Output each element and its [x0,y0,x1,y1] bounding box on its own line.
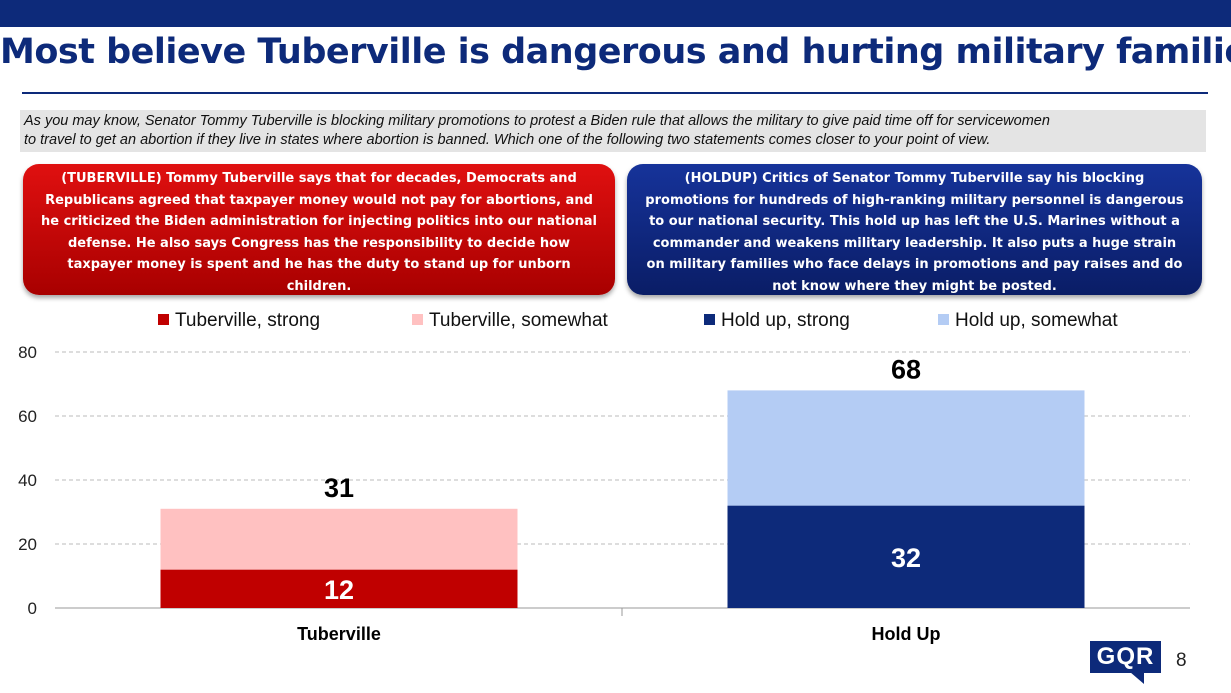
statement-line: children. [286,278,352,294]
y-tick-label: 20 [18,535,37,554]
legend-swatch [938,314,949,325]
total-value-label: 31 [324,473,354,503]
bar-segment [727,390,1085,506]
gqr-logo-tail [1130,672,1144,684]
legend-swatch [158,314,169,325]
total-value-label: 68 [891,354,921,384]
question-line: As you may know, Senator Tommy Tubervill… [24,113,1050,129]
x-category-label: Hold Up [872,624,941,644]
statement-line: defense. He also says Congress has the r… [67,235,571,251]
statement-line: taxpayer money is spent and he has the d… [67,257,571,272]
holdup-statement-box: (HOLDUP) Critics of Senator Tommy Tuberv… [627,164,1202,295]
y-tick-label: 60 [18,407,37,426]
top-banner [0,0,1231,27]
statement-line: Republicans agreed that taxpayer money w… [45,192,593,208]
legend-label: Hold up, somewhat [955,310,1118,331]
title-divider [22,92,1208,94]
bar-segment [160,569,518,608]
statement-line: commander and weakens military leadershi… [652,235,1177,251]
x-category-label: Tuberville [297,624,381,644]
legend-item-tuberville-somewhat: Tuberville, somewhat [412,310,608,332]
strong-value-label: 12 [324,575,354,605]
legend-item-tuberville-strong: Tuberville, strong [158,310,320,332]
legend-swatch [704,314,715,325]
y-tick-label: 40 [18,471,37,490]
bar-segment [727,505,1085,608]
statement-line: promotions for hundreds of high-ranking … [645,192,1184,208]
chart-legend: Tuberville, strong Tuberville, somewhat … [0,310,1231,334]
legend-label: Tuberville, strong [175,310,321,331]
legend-swatch [412,314,423,325]
statement-line: to our national security. This hold up h… [649,214,1180,229]
gqr-logo: GQR [1090,641,1161,673]
legend-item-holdup-strong: Hold up, strong [704,310,850,332]
y-tick-label: 80 [18,343,37,362]
strong-value-label: 32 [891,543,921,573]
legend-label: Hold up, strong [721,310,850,331]
statement-line: on military families who face delays in … [646,257,1183,272]
slide-title: Most believe Tuberville is dangerous and… [0,32,1231,72]
legend-item-holdup-somewhat: Hold up, somewhat [938,310,1118,332]
y-tick-label: 0 [28,599,37,618]
tuberville-statement-box: (TUBERVILLE) Tommy Tuberville says that … [23,164,615,295]
statement-line: not know where they might be posted. [772,278,1057,294]
statement-line: he criticized the Biden administration f… [41,214,597,229]
legend-label: Tuberville, somewhat [429,310,608,331]
page-number: 8 [1176,650,1187,671]
question-line: to travel to get an abortion if they liv… [24,132,991,148]
bar-segment [160,508,518,570]
question-text: As you may know, Senator Tommy Tubervill… [20,110,1206,152]
statement-line: (TUBERVILLE) Tommy Tuberville says that … [61,171,577,186]
statement-line: (HOLDUP) Critics of Senator Tommy Tuberv… [684,171,1145,186]
